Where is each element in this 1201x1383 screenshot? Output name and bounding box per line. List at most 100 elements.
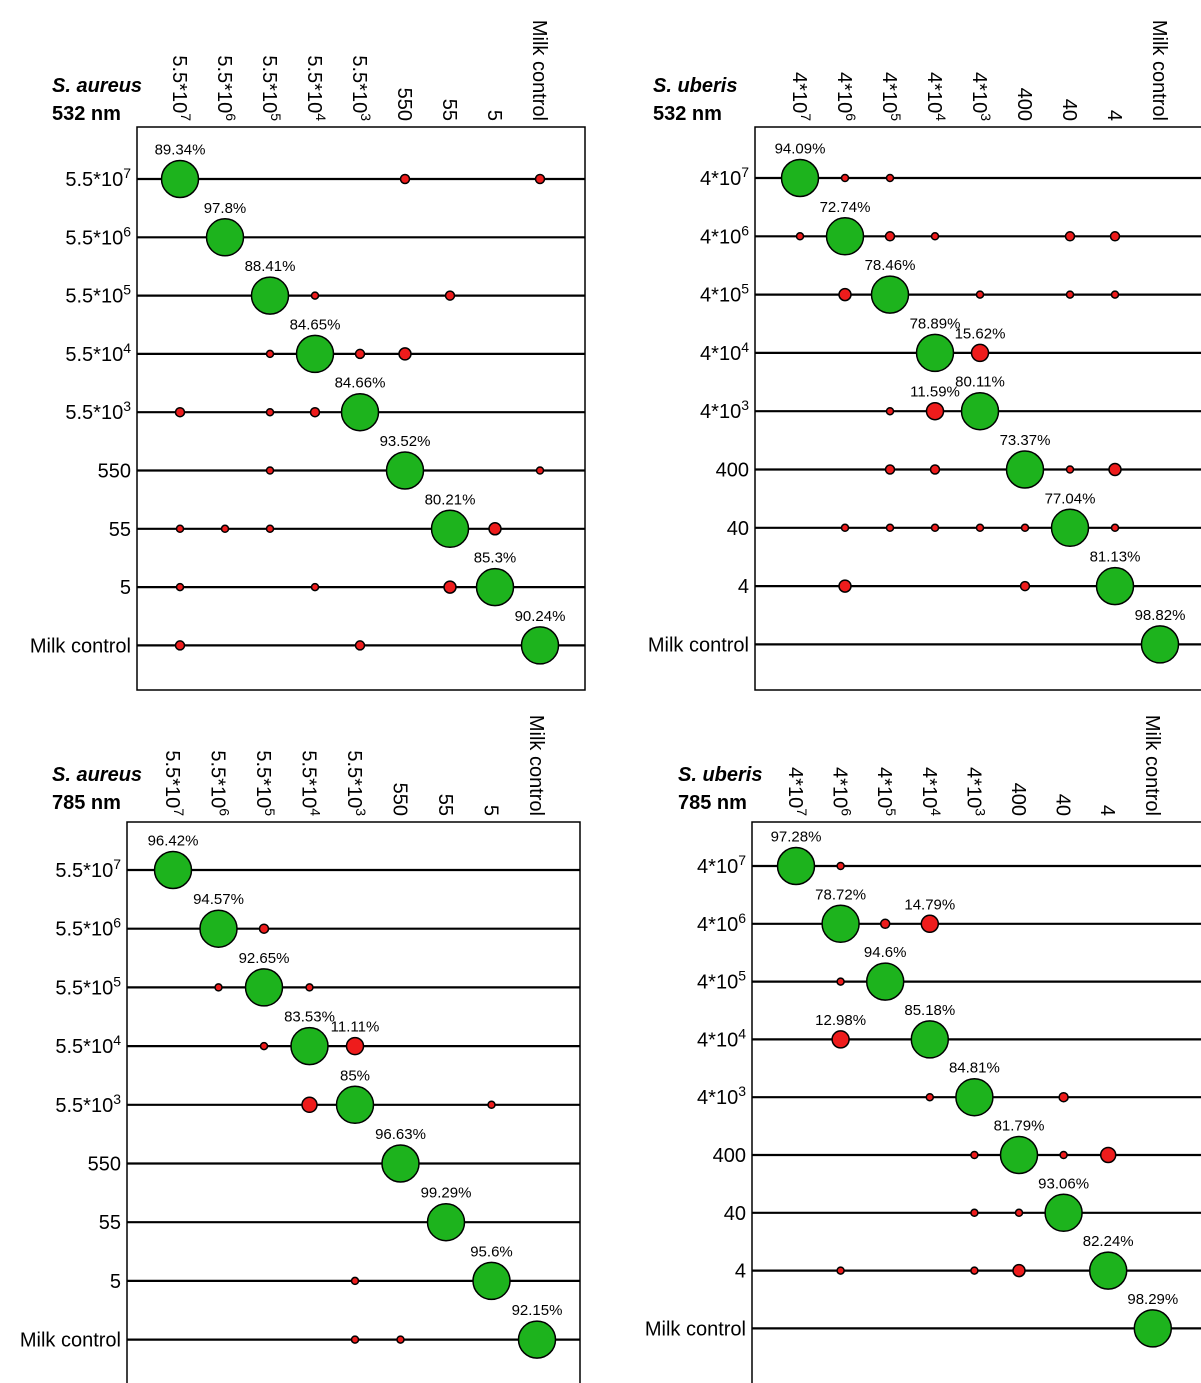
label-exponent: 6 [123, 223, 131, 239]
label-base: 4*10 [788, 72, 810, 113]
y-tick-label: 55 [109, 519, 131, 541]
bubble-value-label: 80.21% [425, 491, 476, 508]
label-base: 4*10 [918, 767, 940, 808]
misclassified-bubble [354, 348, 366, 360]
bubble-value-label: 96.42% [148, 833, 199, 850]
misclassified-bubble [836, 977, 845, 986]
misclassified-bubble [354, 640, 366, 651]
correct-bubble [160, 159, 200, 199]
correct-bubble [821, 904, 860, 944]
plot-frame [754, 126, 1201, 691]
label-exponent: 6 [113, 915, 121, 931]
x-tick-label: 4*106 [833, 72, 859, 121]
correct-bubble [825, 217, 865, 256]
misclassified-bubble [836, 861, 845, 871]
y-tick-label: 4 [735, 1261, 746, 1283]
correct-bubble [244, 968, 284, 1007]
x-tick-label: Milk control [525, 715, 547, 816]
y-tick-label: 550 [88, 1154, 121, 1176]
misclassified-bubble [840, 523, 850, 533]
y-tick-label: 4*104 [697, 1025, 746, 1051]
bubble-value-label: 14.79% [904, 896, 955, 913]
misclassified-bubble [345, 1036, 365, 1056]
panel-title: S. aureus [52, 75, 142, 97]
x-tick-label: 5.5*104 [298, 750, 324, 816]
misclassified-bubble [534, 173, 546, 185]
misclassified-bubble [301, 1096, 318, 1114]
x-tick-label: 5.5*107 [168, 55, 194, 121]
x-tick-label: 550 [393, 88, 415, 121]
panel-title: S. aureus [52, 764, 142, 786]
correct-bubble [955, 1077, 994, 1117]
label-base: 5.5*10 [348, 55, 370, 113]
bubble-value-label: 92.65% [239, 950, 290, 967]
x-tick-label: 4 [1096, 805, 1118, 816]
bubble-value-label: 89.34% [155, 142, 206, 159]
misclassified-bubble [970, 343, 990, 363]
y-tick-label: 400 [716, 460, 749, 482]
x-tick-label: 5.5*105 [258, 55, 284, 121]
bubble-value-label: 92.15% [512, 1302, 563, 1319]
bubble-value-label: 95.6% [470, 1243, 513, 1260]
x-tick-label: 5 [480, 805, 502, 816]
misclassified-bubble [350, 1335, 360, 1344]
correct-bubble [381, 1144, 420, 1183]
correct-bubble [910, 1020, 950, 1059]
bubble-value-label: 88.41% [245, 258, 296, 275]
bubble-value-label: 84.65% [290, 316, 341, 333]
correct-bubble [517, 1320, 557, 1359]
misclassified-bubble [1109, 231, 1121, 242]
label-exponent: 7 [798, 113, 814, 121]
label-exponent: 3 [358, 113, 374, 121]
label-base: 4*10 [697, 914, 738, 936]
label-exponent: 4 [123, 340, 131, 356]
label-base: 5.5*10 [55, 977, 113, 999]
label-base: 4*10 [700, 401, 741, 423]
correct-bubble [1050, 508, 1090, 548]
misclassified-bubble [925, 401, 945, 421]
bubble-value-label: 81.79% [994, 1118, 1045, 1135]
y-tick-label: 4*106 [700, 222, 749, 248]
y-tick-label: 5.5*106 [55, 915, 121, 941]
label-base: 4*10 [833, 72, 855, 113]
label-base: 4*10 [784, 767, 806, 808]
bubble-value-label: 84.66% [335, 375, 386, 392]
misclassified-bubble [1110, 523, 1120, 533]
x-tick-label: 55 [434, 794, 456, 816]
y-tick-label: 55 [99, 1212, 121, 1234]
misclassified-bubble [265, 349, 275, 359]
x-tick-label: 4*105 [878, 72, 904, 121]
label-base: 4*10 [697, 1087, 738, 1109]
correct-bubble [1095, 566, 1135, 606]
correct-bubble [915, 333, 955, 373]
misclassified-bubble [838, 287, 852, 302]
label-base: 4*10 [878, 72, 900, 113]
x-tick-label: 5.5*103 [343, 750, 369, 816]
label-base: 5.5*10 [65, 402, 123, 424]
y-tick-label: 5.5*106 [65, 223, 131, 249]
label-base: 4*10 [700, 226, 741, 248]
label-exponent: 4 [313, 113, 329, 121]
y-tick-label: Milk control [645, 1318, 746, 1340]
label-exponent: 5 [883, 808, 899, 816]
plot-frame [751, 821, 1201, 1383]
label-base: 5.5*10 [65, 286, 123, 308]
label-base: 4*10 [829, 767, 851, 808]
x-tick-label: 5.5*105 [252, 750, 278, 816]
x-tick-label: 4*104 [918, 767, 944, 816]
misclassified-bubble [443, 580, 457, 594]
misclassified-bubble [396, 1335, 405, 1344]
correct-bubble [776, 846, 816, 886]
label-exponent: 7 [794, 808, 810, 816]
label-exponent: 4 [113, 1032, 121, 1048]
correct-bubble [205, 218, 245, 257]
label-exponent: 7 [741, 164, 749, 180]
misclassified-bubble [836, 1266, 845, 1275]
bubble-value-label: 72.74% [820, 199, 871, 216]
correct-bubble [335, 1085, 375, 1125]
label-exponent: 3 [113, 1091, 121, 1107]
x-tick-label: Milk control [1148, 20, 1170, 121]
correct-bubble [865, 962, 905, 1001]
y-tick-label: 5.5*104 [55, 1032, 121, 1058]
